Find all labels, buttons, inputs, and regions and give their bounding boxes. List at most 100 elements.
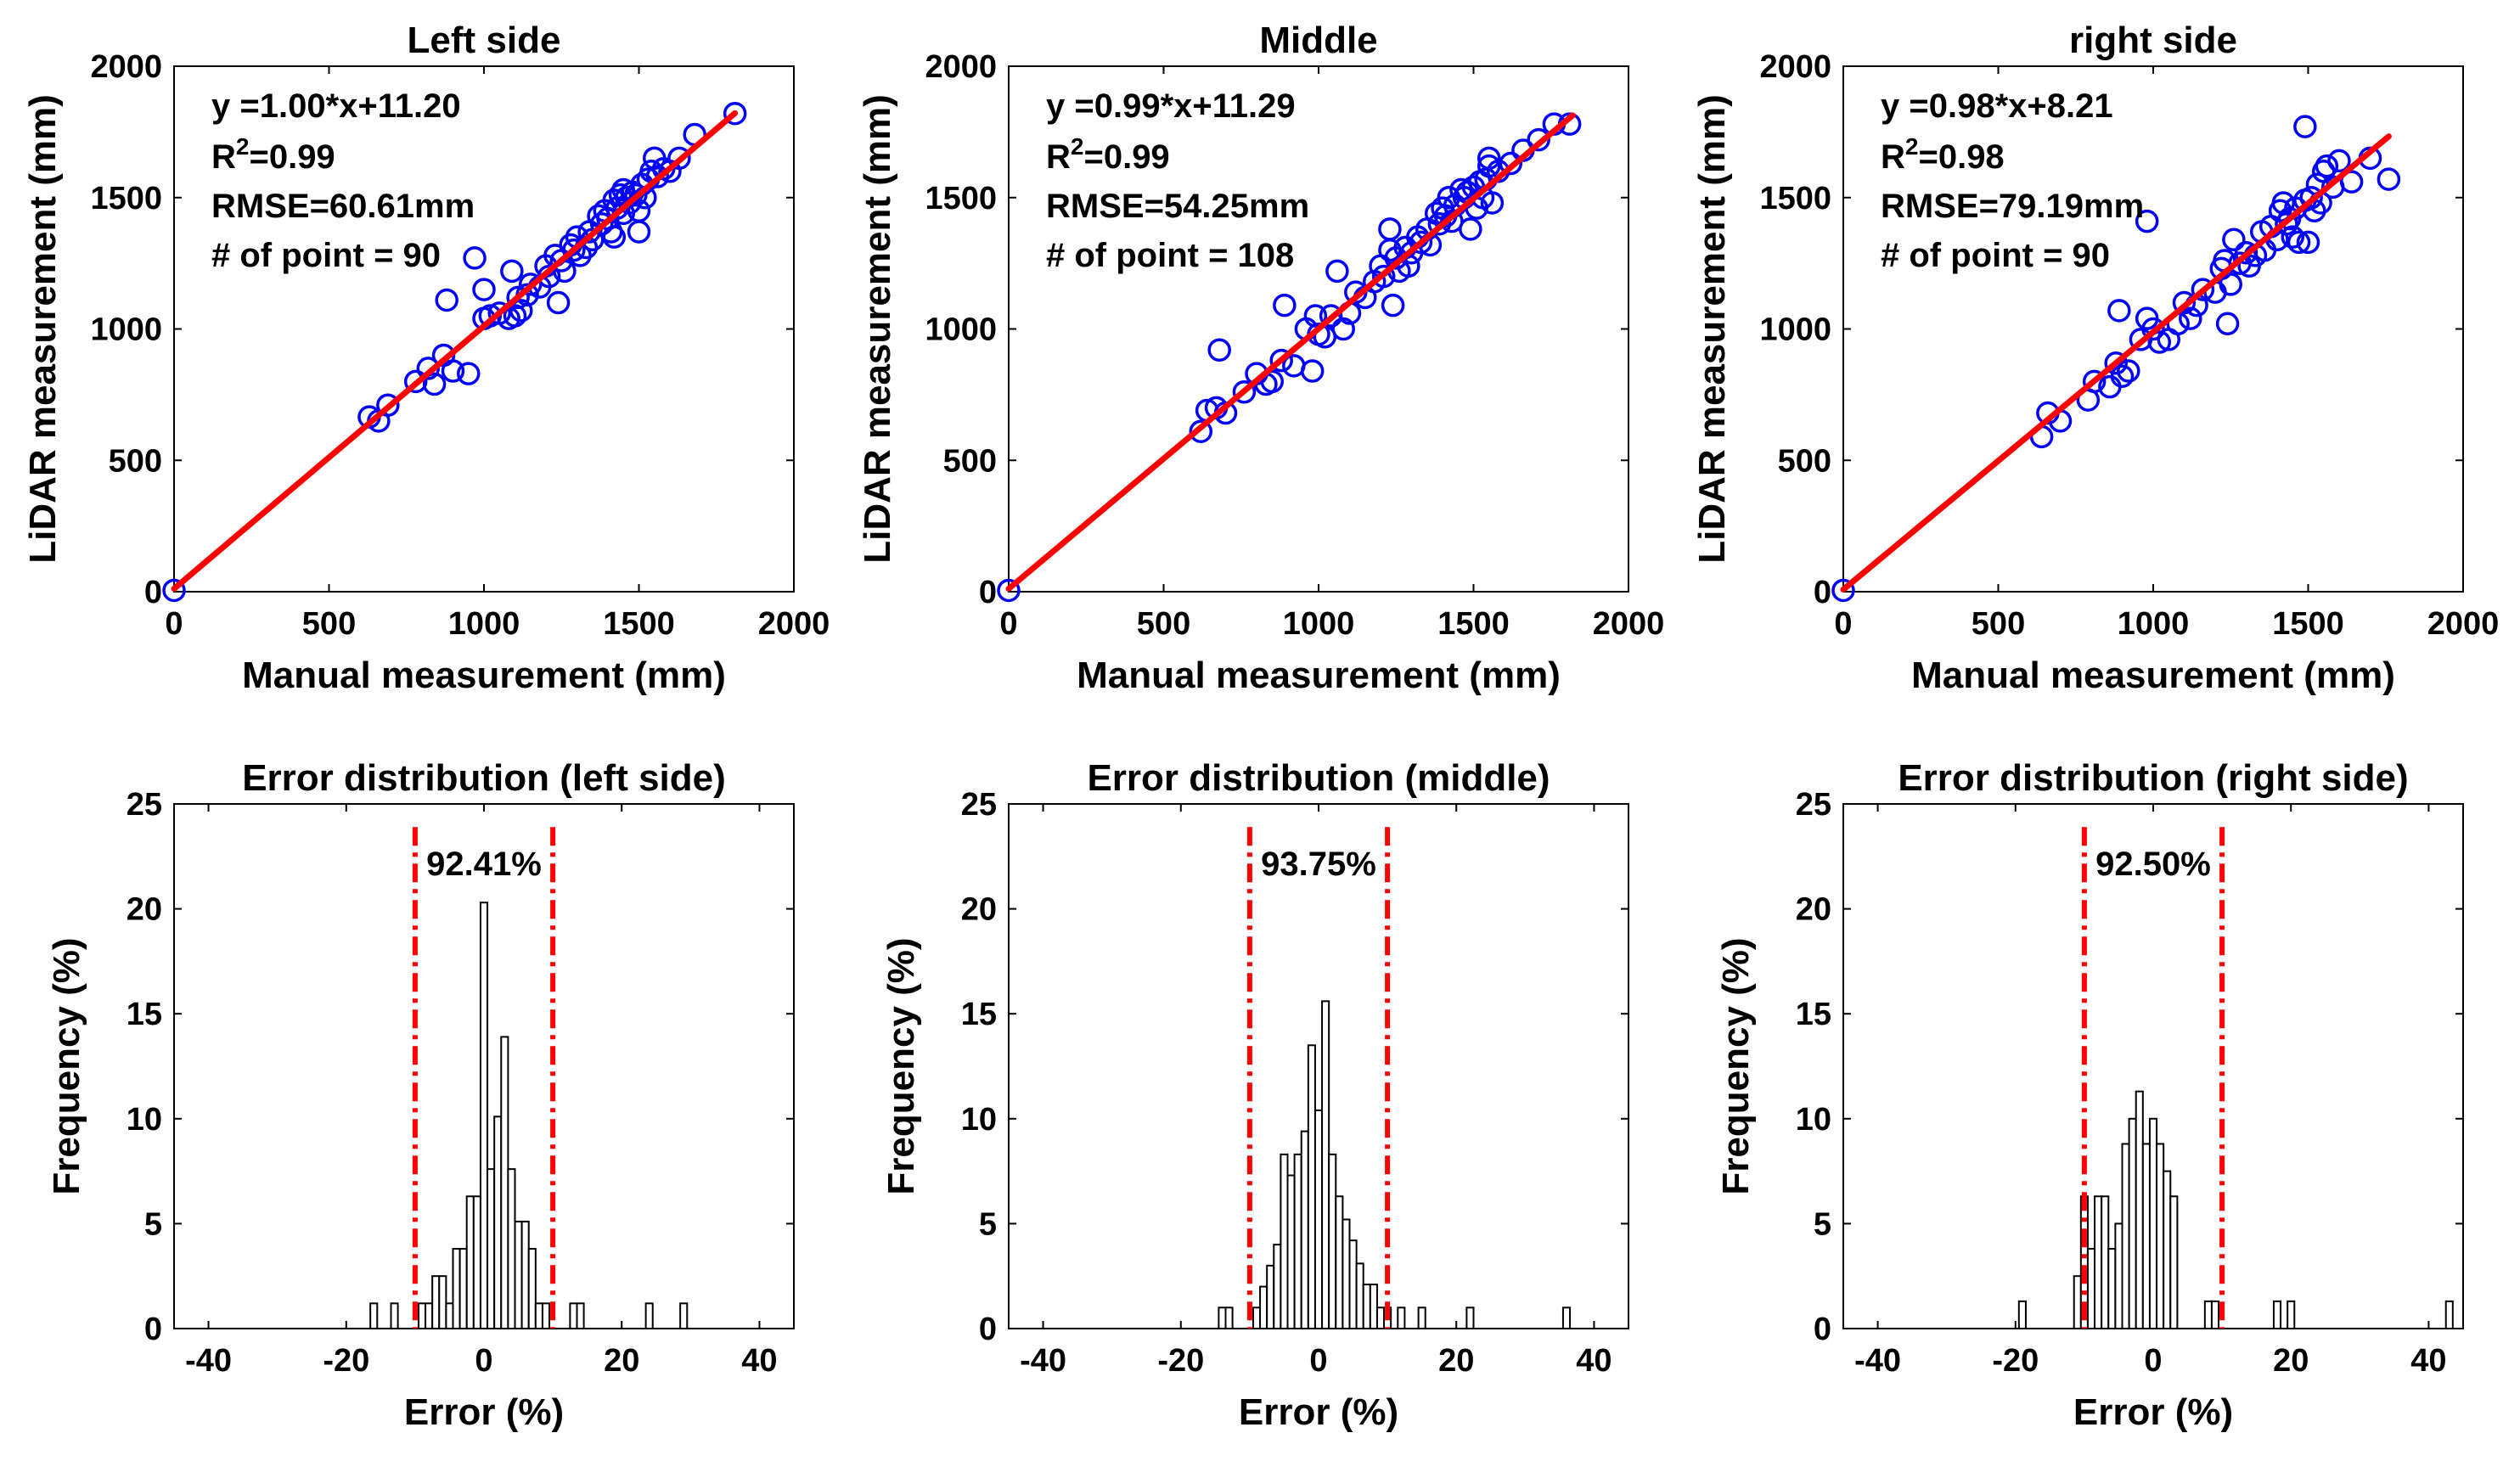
histogram-bar bbox=[1273, 1244, 1282, 1329]
data-point bbox=[1499, 151, 1523, 176]
chart-title: Error distribution (middle) bbox=[1087, 757, 1550, 799]
x-axis-label: Error (%) bbox=[2073, 1391, 2233, 1433]
y-tick-label: 2000 bbox=[925, 49, 997, 85]
x-tick-label: 2000 bbox=[1593, 606, 1665, 642]
x-tick-label: 20 bbox=[604, 1343, 639, 1379]
y-tick-label: 20 bbox=[127, 892, 162, 928]
within-threshold-percent: 93.75% bbox=[1261, 846, 1376, 883]
y-tick-label: 5 bbox=[979, 1206, 997, 1242]
histogram-bar bbox=[431, 1275, 441, 1329]
point-count-label: # of point = 90 bbox=[1881, 237, 2110, 274]
y-tick-label: 1000 bbox=[1759, 312, 1831, 348]
x-tick-label: 0 bbox=[1309, 1343, 1327, 1379]
data-point bbox=[435, 288, 458, 312]
x-tick-label: 500 bbox=[1972, 606, 2025, 642]
x-tick-label: 2000 bbox=[758, 606, 830, 642]
data-point bbox=[162, 578, 186, 603]
x-tick-label: -20 bbox=[1157, 1343, 1204, 1379]
data-point bbox=[1378, 217, 1402, 241]
histogram-bar bbox=[1218, 1306, 1227, 1330]
point-count-label: # of point = 108 bbox=[1046, 237, 1294, 274]
histogram-bar bbox=[1307, 1044, 1316, 1330]
histogram-bar bbox=[487, 1168, 496, 1330]
histogram-bar bbox=[479, 902, 489, 1329]
chart-title: Middle bbox=[1259, 20, 1377, 61]
histogram-bar bbox=[390, 1302, 399, 1330]
r-squared-label: R2=0.99 bbox=[211, 133, 335, 176]
data-point bbox=[376, 393, 400, 418]
r-squared-superscript: 2 bbox=[1905, 133, 1919, 160]
data-point bbox=[627, 220, 651, 244]
histogram-bar bbox=[425, 1302, 434, 1330]
x-tick-label: 1000 bbox=[448, 606, 520, 642]
histogram-bar bbox=[576, 1302, 585, 1330]
y-tick-label: 0 bbox=[144, 1312, 162, 1347]
data-point bbox=[2135, 209, 2159, 233]
data-point bbox=[1300, 359, 1325, 383]
histogram-bar bbox=[1362, 1284, 1371, 1330]
data-point bbox=[723, 101, 747, 126]
data-point bbox=[500, 259, 524, 284]
y-tick-label: 0 bbox=[1814, 575, 1831, 610]
rmse-label: RMSE=60.61mm bbox=[211, 188, 475, 225]
x-tick-label: 40 bbox=[2410, 1343, 2446, 1379]
x-tick-label: 20 bbox=[1438, 1343, 1474, 1379]
data-point bbox=[472, 278, 496, 301]
data-point bbox=[2104, 351, 2128, 375]
y-tick-label: 15 bbox=[961, 997, 997, 1032]
data-point bbox=[2287, 230, 2311, 255]
x-tick-label: 1500 bbox=[1437, 606, 1510, 642]
histogram-bar bbox=[438, 1275, 447, 1329]
data-point bbox=[546, 290, 571, 315]
histogram-bar bbox=[1375, 1306, 1386, 1330]
chart-title: right side bbox=[2069, 20, 2237, 61]
data-point bbox=[2117, 359, 2140, 383]
x-tick-label: 40 bbox=[1576, 1343, 1612, 1379]
data-point bbox=[2315, 154, 2339, 178]
data-point bbox=[1371, 264, 1396, 289]
histogram-bar bbox=[1313, 1109, 1324, 1329]
x-tick-label: 0 bbox=[165, 606, 183, 642]
histogram-bar bbox=[507, 1168, 516, 1330]
rmse-label: RMSE=79.19mm bbox=[1881, 188, 2144, 225]
r-squared-symbol: R bbox=[1046, 138, 1071, 176]
y-tick-label: 2000 bbox=[1759, 49, 1831, 85]
data-point bbox=[2141, 317, 2165, 341]
x-tick-label: 0 bbox=[1834, 606, 1852, 642]
y-tick-label: 0 bbox=[979, 1312, 997, 1347]
point-count-label: # of point = 90 bbox=[211, 237, 441, 274]
histogram-bar bbox=[644, 1302, 654, 1330]
histogram-bar bbox=[1321, 1000, 1330, 1330]
chart-panel-1: Left side 0 500 1000 1500 2000 0 500 1000 1500 200… bbox=[22, 20, 830, 696]
data-point bbox=[1207, 338, 1231, 362]
histogram-bar bbox=[1465, 1306, 1475, 1330]
r-squared-value: =0.98 bbox=[1918, 138, 2004, 176]
y-tick-label: 10 bbox=[1796, 1102, 1831, 1138]
data-point bbox=[2179, 306, 2202, 330]
y-tick-label: 15 bbox=[127, 997, 162, 1032]
histogram-bar bbox=[1286, 1174, 1296, 1329]
data-point bbox=[2219, 273, 2242, 296]
histogram-bar bbox=[1335, 1195, 1344, 1330]
data-point bbox=[1273, 293, 1297, 317]
data-point bbox=[1232, 380, 1257, 404]
x-tick-label: -40 bbox=[185, 1343, 232, 1379]
x-tick-label: 1500 bbox=[603, 606, 675, 642]
data-point bbox=[2377, 167, 2401, 191]
rmse-label: RMSE=54.25mm bbox=[1046, 188, 1309, 225]
regression-line bbox=[171, 110, 739, 593]
x-tick-label: 1000 bbox=[2118, 606, 2190, 642]
y-tick-label: 500 bbox=[109, 443, 162, 479]
y-axis-label: LiDAR measurement (mm) bbox=[857, 94, 898, 564]
histogram-bar bbox=[458, 1248, 468, 1329]
x-tick-label: 0 bbox=[475, 1343, 492, 1379]
y-tick-label: 25 bbox=[1796, 787, 1831, 823]
regression-line bbox=[1840, 133, 2392, 593]
data-point bbox=[2222, 228, 2246, 252]
histogram-bar bbox=[1300, 1130, 1309, 1329]
histogram-bar bbox=[1397, 1306, 1406, 1330]
chart-title: Error distribution (right side) bbox=[1898, 757, 2408, 799]
x-tick-label: 40 bbox=[741, 1343, 777, 1379]
data-point bbox=[2339, 170, 2364, 194]
data-point bbox=[562, 238, 586, 262]
